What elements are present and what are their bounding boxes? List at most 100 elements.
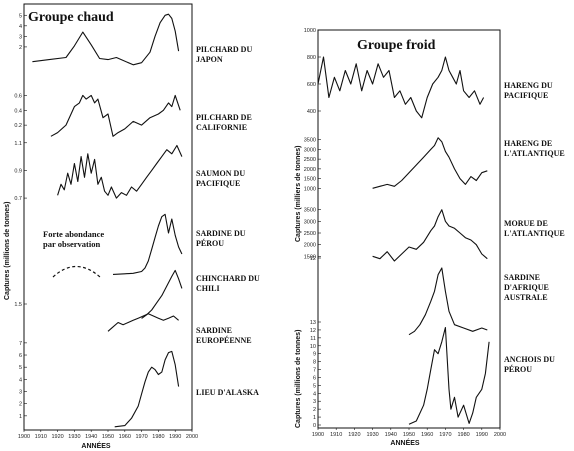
y-tick-label: 400 — [307, 109, 316, 115]
series-line-sardine-d-afrique-australe — [408, 267, 488, 336]
abundance-dashed-arc — [52, 265, 101, 278]
left-panel-title: Groupe chaud — [28, 10, 114, 25]
y-tick-label: 0.4 — [14, 108, 22, 114]
y-tick-label: 9 — [313, 352, 316, 358]
series-name-sardine-d-afrique-australe: SARDINE D'AFRIQUE AUSTRALE — [504, 273, 549, 302]
y-tick-label: 2000 — [304, 167, 316, 173]
left-series-group: 5 4 3 2 PILCHARD DU JAPON 0.6 0.4 0.2 PILCHARD DE… — [14, 13, 260, 428]
right-panel-frame — [317, 29, 501, 429]
x-tick-label: 1960 — [119, 434, 131, 440]
x-tick-label: 1900 — [18, 434, 30, 440]
right-series-group: 1000 800 600 400 HARENG DU PACIFIQUE 3500 3000 2… — [304, 28, 565, 429]
y-tick-label: 4 — [19, 377, 22, 383]
series-name-chinchard-du-chili: CHINCHARD DU CHILI — [196, 274, 260, 293]
y-tick-label: 5 — [19, 13, 22, 19]
x-tick-label: 1990 — [476, 432, 488, 438]
left-x-ticks: 1900 1910 1920 1930 1940 1950 1960 1970 1980 1990… — [18, 430, 198, 440]
y-tick-label: 1000 — [304, 186, 316, 192]
series-lieu-d-alaska: 7 6 5 4 3 2 1 LIEU D'ALASKA — [19, 341, 259, 428]
x-tick-label: 1920 — [51, 434, 63, 440]
left-y-axis-label: Captures (millions de tonnes) — [4, 202, 11, 300]
y-tick-label: 2500 — [304, 231, 316, 237]
y-tick-label: 13 — [310, 320, 316, 326]
right-x-axis-label: ANNÉES — [390, 438, 420, 447]
y-tick-label: 2 — [313, 407, 316, 413]
series-name-sardine-europeenne: SARDINE EUROPÉENNE — [196, 326, 252, 345]
x-tick-label: 1900 — [312, 432, 324, 438]
series-sardine-europeenne: SARDINE EUROPÉENNE — [107, 313, 252, 345]
series-chinchard-du-chili: 1.5 CHINCHARD DU CHILI — [14, 269, 260, 319]
y-tick-label: 0.6 — [14, 93, 22, 99]
x-tick-label: 1940 — [85, 434, 97, 440]
series-name-saumon-du-pacifique: SAUMON DU PACIFIQUE — [196, 169, 245, 188]
series-sardine-d-afrique-australe: 12 SARDINE D'AFRIQUE AUSTRALE — [310, 256, 549, 336]
series-line-chinchard-du-chili — [141, 269, 183, 319]
series-line-lieu-d-alaska — [114, 350, 180, 428]
x-tick-label: 1980 — [152, 434, 164, 440]
y-tick-label: 12 — [310, 328, 316, 334]
abundance-note-line-1: Forte abondance — [43, 229, 104, 239]
y-tick-label: 12 — [310, 256, 316, 262]
series-name-pilchard-de-californie: PILCHARD DE CALIFORNIE — [196, 113, 252, 132]
y-tick-label: 10 — [310, 344, 316, 350]
left-x-axis-label: ANNÉES — [81, 441, 111, 450]
series-morue-de-l-atlantique: 3500 3000 2500 2000 1500 MORUE DE L'ATLANTIQUE — [304, 208, 565, 262]
right-y-axis-label-millions: Captures (millions de tonnes) — [295, 330, 302, 428]
y-tick-label: 3000 — [304, 147, 316, 153]
y-tick-label: 4 — [313, 391, 316, 397]
series-hareng-du-pacifique: 1000 800 600 400 HARENG DU PACIFIQUE — [304, 28, 553, 119]
y-tick-label: 7 — [19, 341, 22, 347]
series-name-sardine-du-perou: SARDINE DU PÉROU — [196, 229, 246, 248]
series-saumon-du-pacifique: 1.1 0.9 0.7 SAUMON DU PACIFIQUE — [14, 141, 245, 202]
y-tick-label: 0.9 — [14, 168, 22, 174]
y-tick-label: 1.5 — [14, 302, 22, 308]
x-tick-label: 1950 — [102, 434, 114, 440]
abundance-note-line-2: par observation — [43, 239, 100, 249]
x-tick-label: 2000 — [494, 432, 506, 438]
right-panel: Groupe froid Captures (milliers de tonne… — [295, 28, 565, 447]
series-name-anchois-du-perou: ANCHOIS DU PÉROU — [504, 355, 555, 374]
y-tick-label: 600 — [307, 82, 316, 88]
series-pilchard-de-californie: 0.6 0.4 0.2 PILCHARD DE CALIFORNIE — [14, 93, 252, 137]
y-tick-label: 2000 — [304, 243, 316, 249]
x-tick-label: 1930 — [366, 432, 378, 438]
y-tick-label: 3500 — [304, 138, 316, 144]
x-tick-label: 1920 — [348, 432, 360, 438]
y-tick-label: 1000 — [304, 28, 316, 34]
left-panel: Groupe chaud Captures (millions de tonne… — [4, 3, 260, 450]
y-tick-label: 1 — [313, 415, 316, 421]
right-panel-title: Groupe froid — [357, 38, 436, 53]
y-tick-label: 3 — [19, 390, 22, 396]
right-x-ticks: 1900 1910 1920 1930 1940 1950 1960 1970 1980 1990… — [312, 428, 506, 438]
x-tick-label: 1910 — [35, 434, 47, 440]
x-tick-label: 1950 — [403, 432, 415, 438]
x-tick-label: 1960 — [421, 432, 433, 438]
series-name-morue-de-l-atlantique: MORUE DE L'ATLANTIQUE — [504, 219, 565, 238]
y-tick-label: 6 — [19, 353, 22, 359]
left-panel-frame — [23, 3, 193, 431]
series-name-lieu-d-alaska: LIEU D'ALASKA — [196, 388, 259, 397]
y-tick-label: 7 — [313, 368, 316, 374]
y-tick-label: 5 — [313, 383, 316, 389]
series-line-hareng-de-l-atlantique — [372, 137, 488, 189]
y-tick-label: 2 — [19, 45, 22, 51]
y-tick-label: 6 — [313, 375, 316, 381]
series-line-anchois-du-perou — [408, 326, 490, 425]
series-line-pilchard-du-japon — [32, 13, 180, 66]
x-tick-label: 1970 — [135, 434, 147, 440]
series-pilchard-du-japon: 5 4 3 2 PILCHARD DU JAPON — [19, 13, 252, 66]
series-hareng-de-l-atlantique: 3500 3000 2500 2000 1500 1000 HARENG DE L'ATLAN… — [304, 137, 565, 192]
y-tick-label: 5 — [19, 365, 22, 371]
y-tick-label: 11 — [310, 336, 316, 342]
x-tick-label: 1970 — [439, 432, 451, 438]
y-tick-label: 3 — [19, 34, 22, 40]
series-line-hareng-du-pacifique — [317, 56, 485, 119]
series-line-pilchard-de-californie — [50, 94, 181, 137]
y-tick-label: 1500 — [304, 254, 316, 260]
x-tick-label: 2000 — [186, 434, 198, 440]
series-line-sardine-du-perou — [112, 213, 183, 275]
series-line-sardine-europeenne — [107, 313, 179, 332]
series-name-hareng-du-pacifique: HARENG DU PACIFIQUE — [504, 81, 553, 100]
right-y-axis-label-thousands: Captures (milliers de tonnes) — [295, 146, 302, 242]
